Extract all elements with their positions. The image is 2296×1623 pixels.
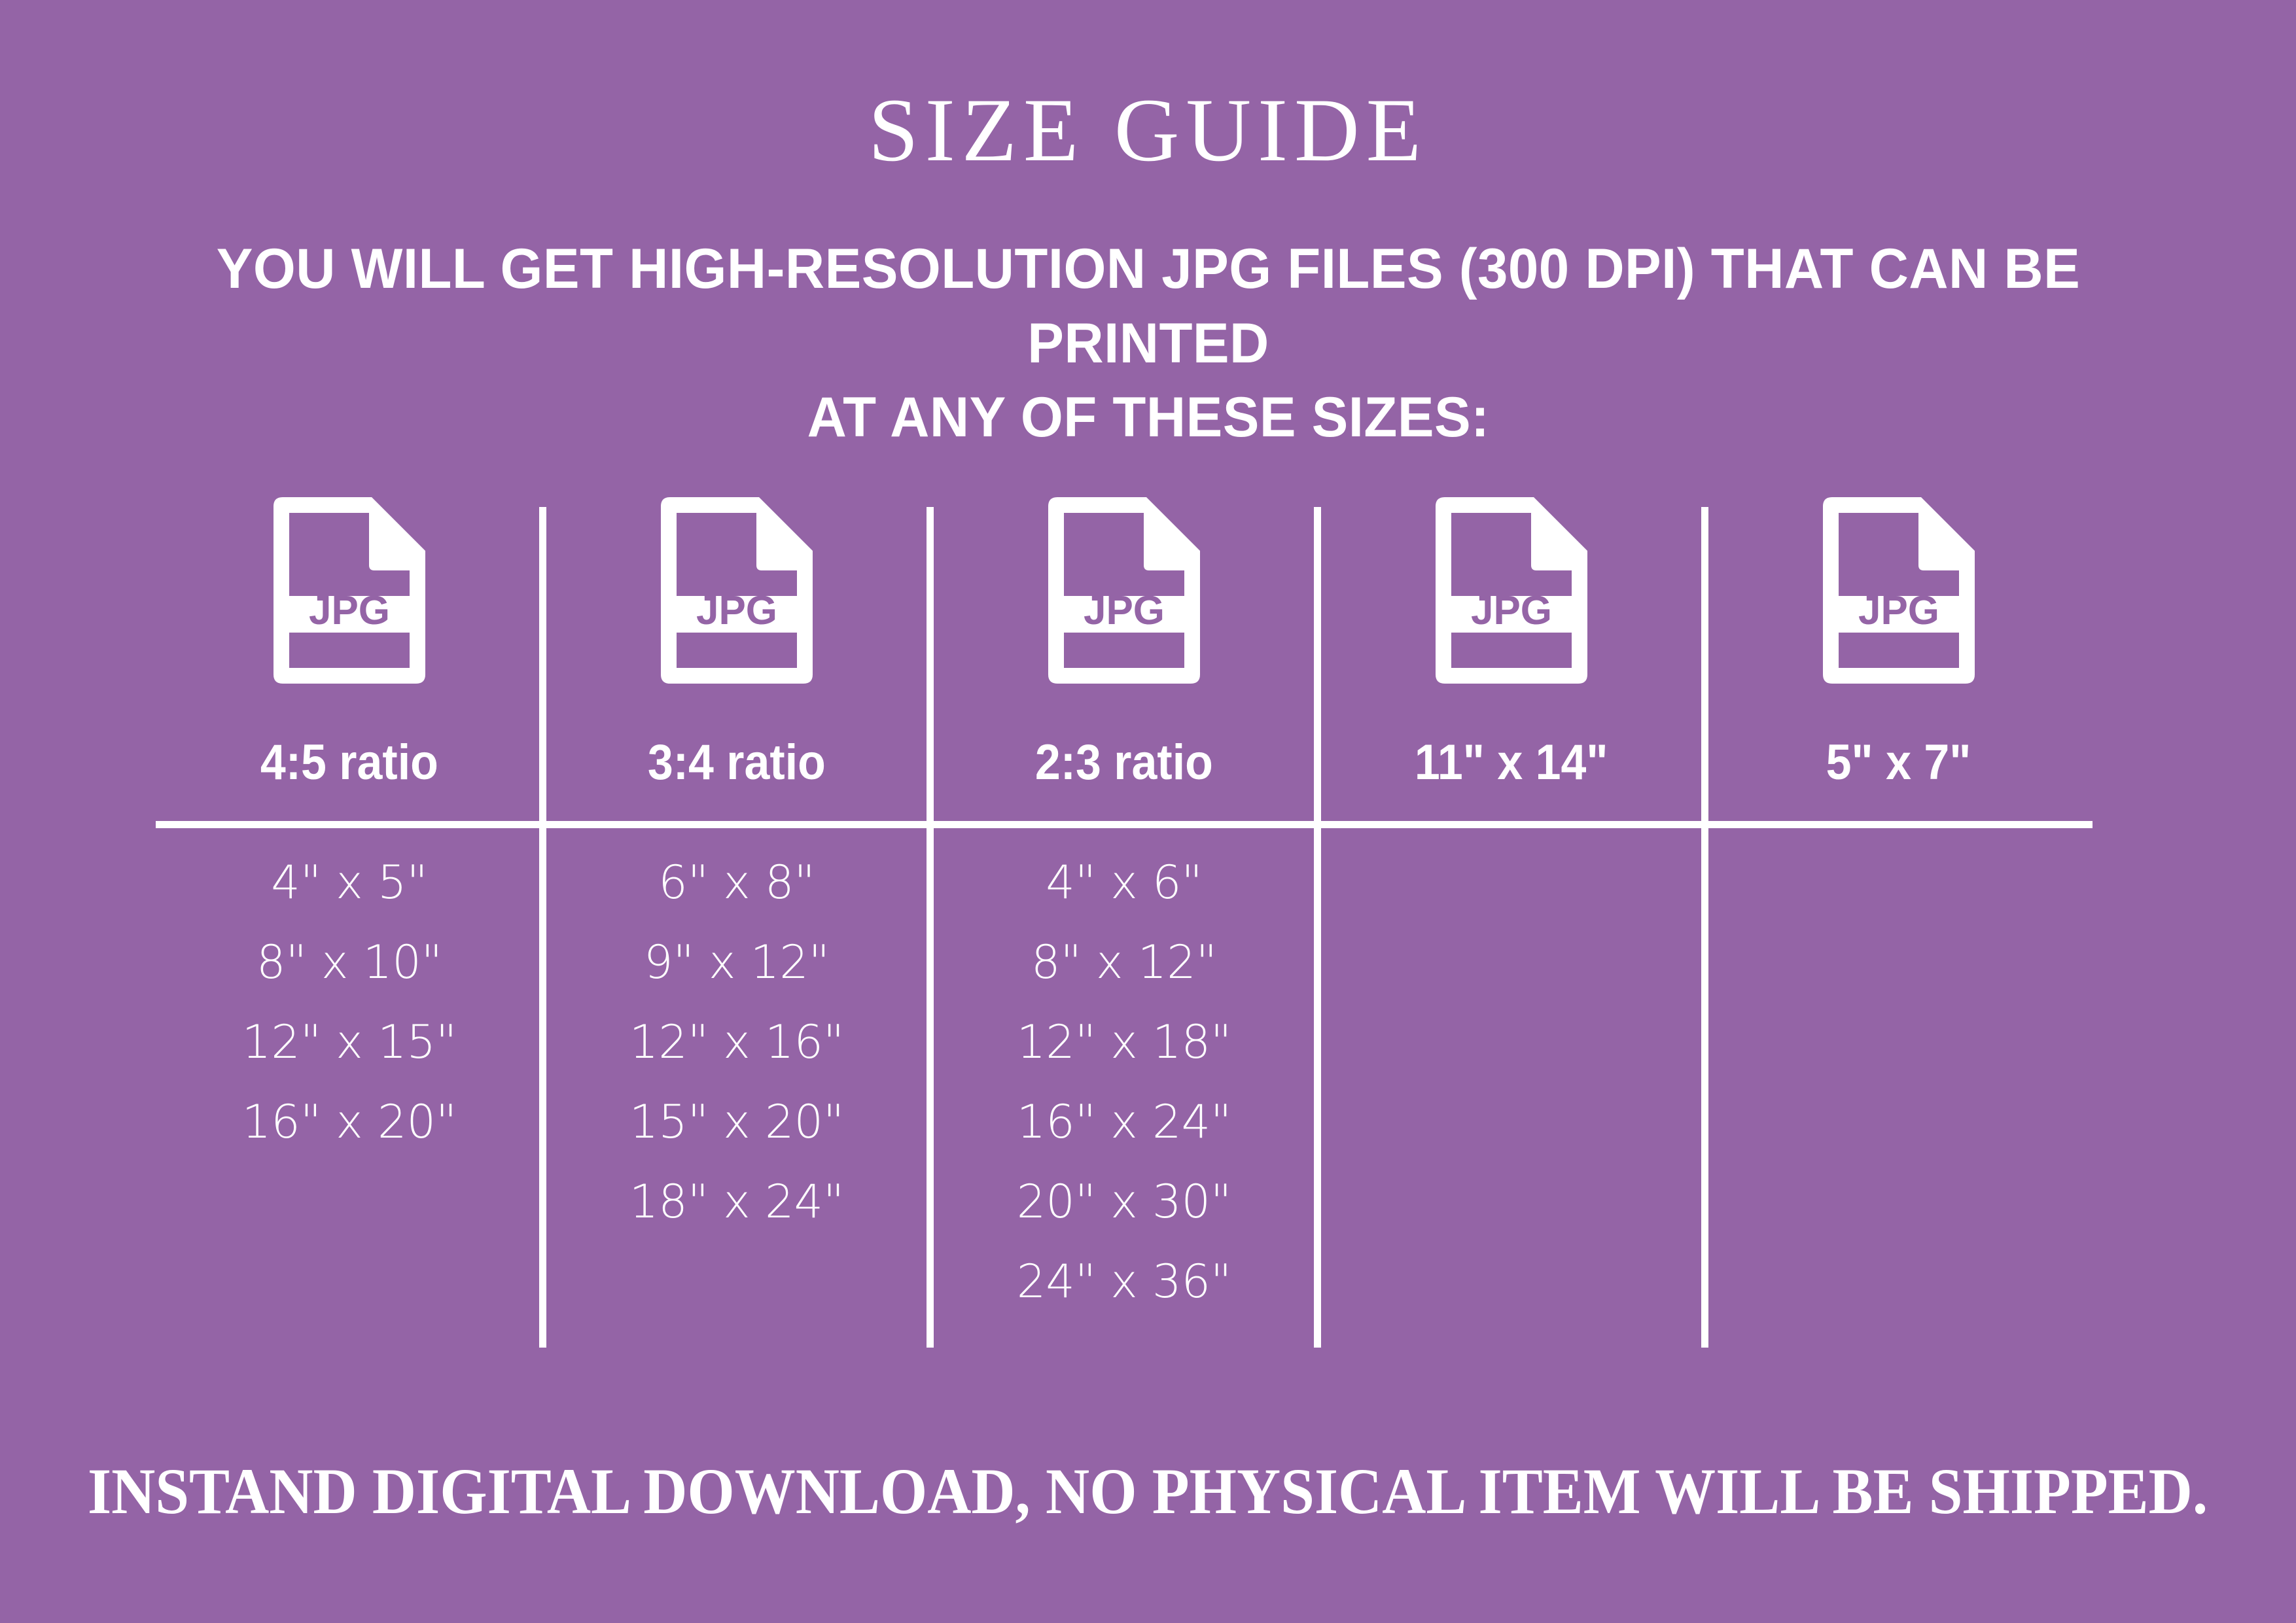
column-header-text: 5" x 7" [1826,734,1971,790]
jpg-file-icon-svg: JPG [1048,497,1200,684]
footer-note: INSTAND DIGITAL DOWNLOAD, NO PHYSICAL IT… [0,1454,2296,1529]
size-column-4: JPG 11" x 14" [1314,497,1705,1351]
jpg-file-icon-svg: JPG [1823,497,1975,684]
size-column-3-list: 4" x 6" 8" x 12" 12" x 18" 16" x 24" 20"… [1017,843,1231,1321]
size-column-1: JPG 4:5 ratio 4" x 5" 8" x 10" 12" x 15"… [156,497,543,1351]
jpg-file-icon: JPG [1823,497,1975,693]
size-column-4-header: 11" x 14" [1406,713,1616,811]
jpg-icon-label: JPG [696,588,777,633]
jpg-icon-label: JPG [1858,588,1939,633]
footer-note-text: INSTAND DIGITAL DOWNLOAD, NO PHYSICAL IT… [88,1455,2208,1527]
size-column-3-header: 2:3 ratio [1027,713,1221,811]
column-header-text: 3:4 ratio [647,734,826,790]
size-row: 16" x 20" [241,1095,457,1149]
size-row: 18" x 24" [629,1175,845,1229]
size-column-3: JPG 2:3 ratio 4" x 6" 8" x 12" 12" x 18"… [927,497,1318,1351]
size-table: JPG 4:5 ratio 4" x 5" 8" x 10" 12" x 15"… [156,497,2093,1351]
jpg-icon-label: JPG [1084,588,1165,633]
jpg-icon-label: JPG [309,588,390,633]
size-row: 24" x 36" [1016,1255,1232,1308]
size-row: 6" x 8" [658,856,815,909]
size-column-2: JPG 3:4 ratio 6" x 8" 9" x 12" 12" x 16"… [539,497,930,1351]
size-row: 8" x 12" [1031,935,1217,989]
jpg-file-icon: JPG [1436,497,1587,693]
column-header-text: 11" x 14" [1415,734,1608,790]
size-row: 9" x 12" [644,935,830,989]
size-row: 12" x 18" [1016,1015,1232,1069]
size-column-2-header: 3:4 ratio [640,713,834,811]
jpg-file-icon-svg: JPG [661,497,813,684]
jpg-icon-label: JPG [1471,588,1552,633]
size-column-5: JPG 5" x 7" [1701,497,2093,1351]
jpg-file-icon: JPG [1048,497,1200,693]
size-column-1-header: 4:5 ratio [253,713,446,811]
size-row: 16" x 24" [1016,1095,1232,1149]
subtitle-block: YOU WILL GET HIGH-RESOLUTION JPG FILES (… [72,232,2225,455]
size-row: 20" x 30" [1016,1175,1232,1229]
jpg-file-icon: JPG [274,497,425,693]
size-row: 8" x 10" [256,935,442,989]
subtitle-line-2: AT ANY OF THESE SIZES: [807,386,1489,449]
size-column-2-list: 6" x 8" 9" x 12" 12" x 16" 15" x 20" 18"… [629,843,844,1242]
page-title: SIZE GUIDE [868,80,1428,180]
jpg-file-icon: JPG [661,497,813,693]
size-table-columns: JPG 4:5 ratio 4" x 5" 8" x 10" 12" x 15"… [156,497,2093,1351]
jpg-file-icon-svg: JPG [1436,497,1587,684]
size-column-1-list: 4" x 5" 8" x 10" 12" x 15" 16" x 20" [242,843,457,1162]
subtitle-line-1: YOU WILL GET HIGH-RESOLUTION JPG FILES (… [216,237,2080,375]
column-header-text: 4:5 ratio [260,734,439,790]
size-row: 4" x 5" [271,856,428,909]
size-row: 4" x 6" [1046,856,1203,909]
size-row: 15" x 20" [629,1095,845,1149]
jpg-file-icon-svg: JPG [274,497,425,684]
column-header-text: 2:3 ratio [1034,734,1214,790]
header-divider-rule [156,821,2093,828]
size-row: 12" x 15" [241,1015,457,1069]
size-row: 12" x 16" [629,1015,845,1069]
size-column-5-header: 5" x 7" [1820,713,1977,811]
